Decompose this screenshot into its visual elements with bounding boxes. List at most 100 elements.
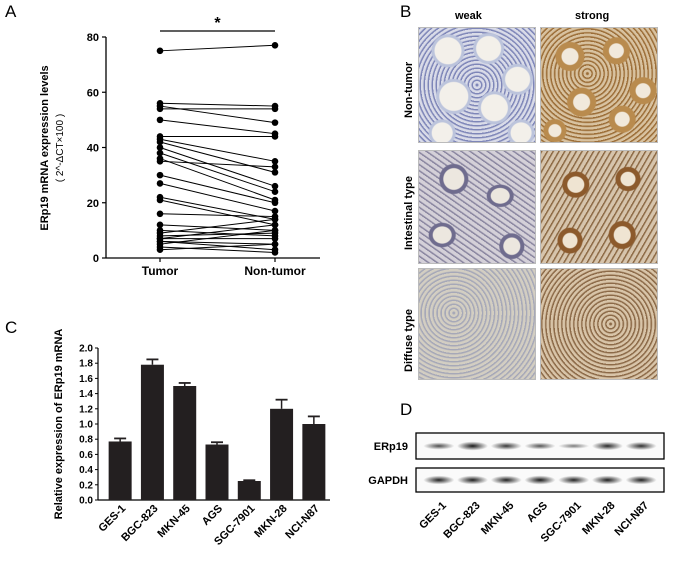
y-axis-label: ERp19 mRNA expression levels <box>39 65 51 230</box>
band-GES-1-1 <box>423 475 455 485</box>
band-AGS-0 <box>524 442 556 450</box>
ihc-nontumor-weak <box>418 27 536 143</box>
y-tick-label: 0 <box>93 253 99 265</box>
bar-BGC-823 <box>140 364 164 500</box>
band-label-1: GAPDH <box>368 475 408 487</box>
band-SGC-7901-1 <box>558 475 590 485</box>
pair-line-4 <box>159 119 276 135</box>
tumor-point-7 <box>156 138 164 146</box>
bar-SGC-7901 <box>237 481 261 500</box>
y-tick-label: 80 <box>87 32 99 44</box>
pair-line-27 <box>159 243 276 251</box>
c-y-axis-label: Relative expression of ERp19 mRNA <box>53 329 65 520</box>
tumor-point-4 <box>156 116 164 124</box>
nontumor-point-5 <box>271 133 279 140</box>
panel-c-letter: C <box>5 318 18 337</box>
pair-line-8 <box>159 147 276 187</box>
nontumor-point-19 <box>271 216 279 223</box>
nontumor-point-2 <box>271 119 279 126</box>
lane-label-MKN-28: MKN-28 <box>580 500 617 537</box>
pair-line-22 <box>159 224 276 240</box>
tumor-point-17 <box>156 221 164 229</box>
ihc-intestinal-weak <box>418 150 536 264</box>
pair-line-19 <box>159 218 276 234</box>
tumor-point-3 <box>156 105 164 113</box>
lane-label-BGC-823: BGC-823 <box>441 500 482 541</box>
pair-line-6 <box>159 138 276 162</box>
band-BGC-823-0 <box>457 441 489 451</box>
c-y-tick-label: 0.4 <box>79 465 93 476</box>
pair-line-7 <box>159 141 276 173</box>
nontumor-point-27 <box>271 240 279 248</box>
nontumor-point-13 <box>271 207 279 215</box>
pair-line-16 <box>159 213 276 218</box>
band-SGC-7901-0 <box>558 443 590 449</box>
pair-line-0 <box>159 44 276 52</box>
band-AGS-1 <box>524 475 556 485</box>
nontumor-point-6 <box>271 158 279 165</box>
significance-star: * <box>214 15 221 32</box>
y-tick-label: 60 <box>87 87 99 99</box>
lane-label-GES-1: GES-1 <box>417 500 449 532</box>
pair-line-11 <box>159 160 276 168</box>
nontumor-point-21 <box>271 235 279 242</box>
tumor-point-11 <box>156 158 164 165</box>
y-axis-unit: ( 2^-ΔCT×100 ) <box>55 114 66 182</box>
pair-line-12 <box>159 174 276 204</box>
c-y-tick-label: 1.4 <box>79 389 93 400</box>
band-label-0: ERp19 <box>374 441 408 453</box>
pair-line-20 <box>159 232 276 237</box>
nontumor-point-7 <box>271 169 279 176</box>
band-BGC-823-1 <box>457 475 489 485</box>
bar-MKN-45 <box>173 386 197 500</box>
bar-GES-1 <box>108 441 132 500</box>
tumor-point-27 <box>156 246 164 254</box>
band-NCI-N87-1 <box>625 475 657 485</box>
c-y-tick-label: 0.2 <box>79 480 93 491</box>
nontumor-point-26 <box>271 249 279 256</box>
ihc-intestinal-strong <box>540 150 658 264</box>
y-tick-label: 20 <box>87 198 99 210</box>
col-label-weak: weak <box>455 10 482 22</box>
col-label-strong: strong <box>575 10 610 22</box>
tumor-point-12 <box>156 171 164 179</box>
lane-label-MKN-45: MKN-45 <box>479 500 516 537</box>
nontumor-point-12 <box>271 199 279 207</box>
bar-MKN-28 <box>270 408 294 500</box>
pair-line-13 <box>159 182 276 212</box>
c-y-tick-label: 0.6 <box>79 450 93 461</box>
panel-b-letter: B <box>400 2 412 21</box>
panel-a-letter: A <box>5 2 17 21</box>
x-tick-label-1: Non-tumor <box>244 264 306 278</box>
nontumor-point-0 <box>271 41 279 49</box>
band-NCI-N87-0 <box>625 441 657 451</box>
c-y-tick-label: 0.0 <box>79 496 93 507</box>
x-tick-label-0: Tumor <box>142 264 179 278</box>
panel-d-letter: D <box>400 400 413 419</box>
band-GES-1-0 <box>423 442 455 450</box>
c-y-tick-label: 1.2 <box>79 404 93 415</box>
c-y-tick-label: 1.6 <box>79 374 93 385</box>
c-y-tick-label: 1.0 <box>79 420 93 431</box>
bar-AGS <box>205 444 229 500</box>
pair-line-10 <box>159 158 276 201</box>
pair-line-9 <box>159 152 276 193</box>
band-MKN-45-0 <box>490 442 522 450</box>
pair-line-25 <box>159 229 276 245</box>
nontumor-point-11 <box>271 163 279 171</box>
tumor-point-9 <box>156 149 164 157</box>
pair-line-24 <box>159 240 276 251</box>
ihc-nontumor-strong <box>540 27 658 143</box>
tumor-point-8 <box>156 144 164 151</box>
tumor-point-15 <box>156 196 164 204</box>
y-tick-label: 40 <box>87 143 99 155</box>
tumor-point-0 <box>156 47 164 55</box>
nontumor-point-3 <box>271 105 279 113</box>
lane-label-NCI-N87: NCI-N87 <box>613 500 652 539</box>
nontumor-point-9 <box>271 188 279 195</box>
tumor-point-16 <box>156 210 164 218</box>
nontumor-point-8 <box>271 182 279 190</box>
